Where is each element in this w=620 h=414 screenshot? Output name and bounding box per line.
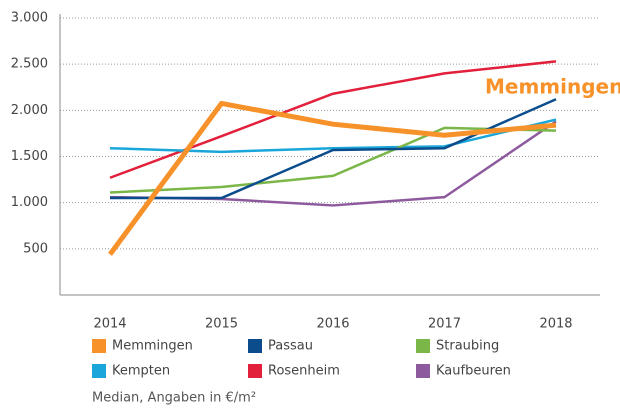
y-tick-label: 1.500: [11, 149, 48, 164]
legend-swatch: [416, 364, 430, 378]
y-tick-label: 500: [23, 241, 48, 256]
x-tick-label: 2016: [316, 317, 349, 332]
legend-swatch: [92, 364, 106, 378]
x-tick-label: 2018: [539, 317, 572, 332]
legend-swatch: [248, 364, 262, 378]
y-tick-label: 3.000: [11, 11, 48, 26]
y-tick-label: 2.500: [11, 57, 48, 72]
legend-swatch: [416, 339, 430, 353]
x-tick-label: 2017: [428, 317, 461, 332]
x-tick-label: 2015: [205, 317, 238, 332]
x-tick-label: 2014: [93, 317, 126, 332]
legend-swatch: [248, 339, 262, 353]
legend-swatch: [92, 339, 106, 353]
legend-label: Passau: [268, 339, 313, 354]
series-line: [109, 126, 557, 194]
legend-label: Straubing: [436, 339, 499, 354]
legend-label: Kempten: [112, 364, 170, 379]
note: Median, Angaben in €/m²: [92, 391, 256, 406]
legend-label: Kaufbeuren: [436, 364, 511, 379]
legend-label: Rosenheim: [268, 364, 340, 379]
y-tick-label: 2.000: [11, 103, 48, 118]
legend-label: Memmingen: [112, 339, 193, 354]
annotation: Memmingen: [485, 75, 620, 99]
series-line: [107, 100, 557, 256]
y-tick-label: 1.000: [11, 195, 48, 210]
